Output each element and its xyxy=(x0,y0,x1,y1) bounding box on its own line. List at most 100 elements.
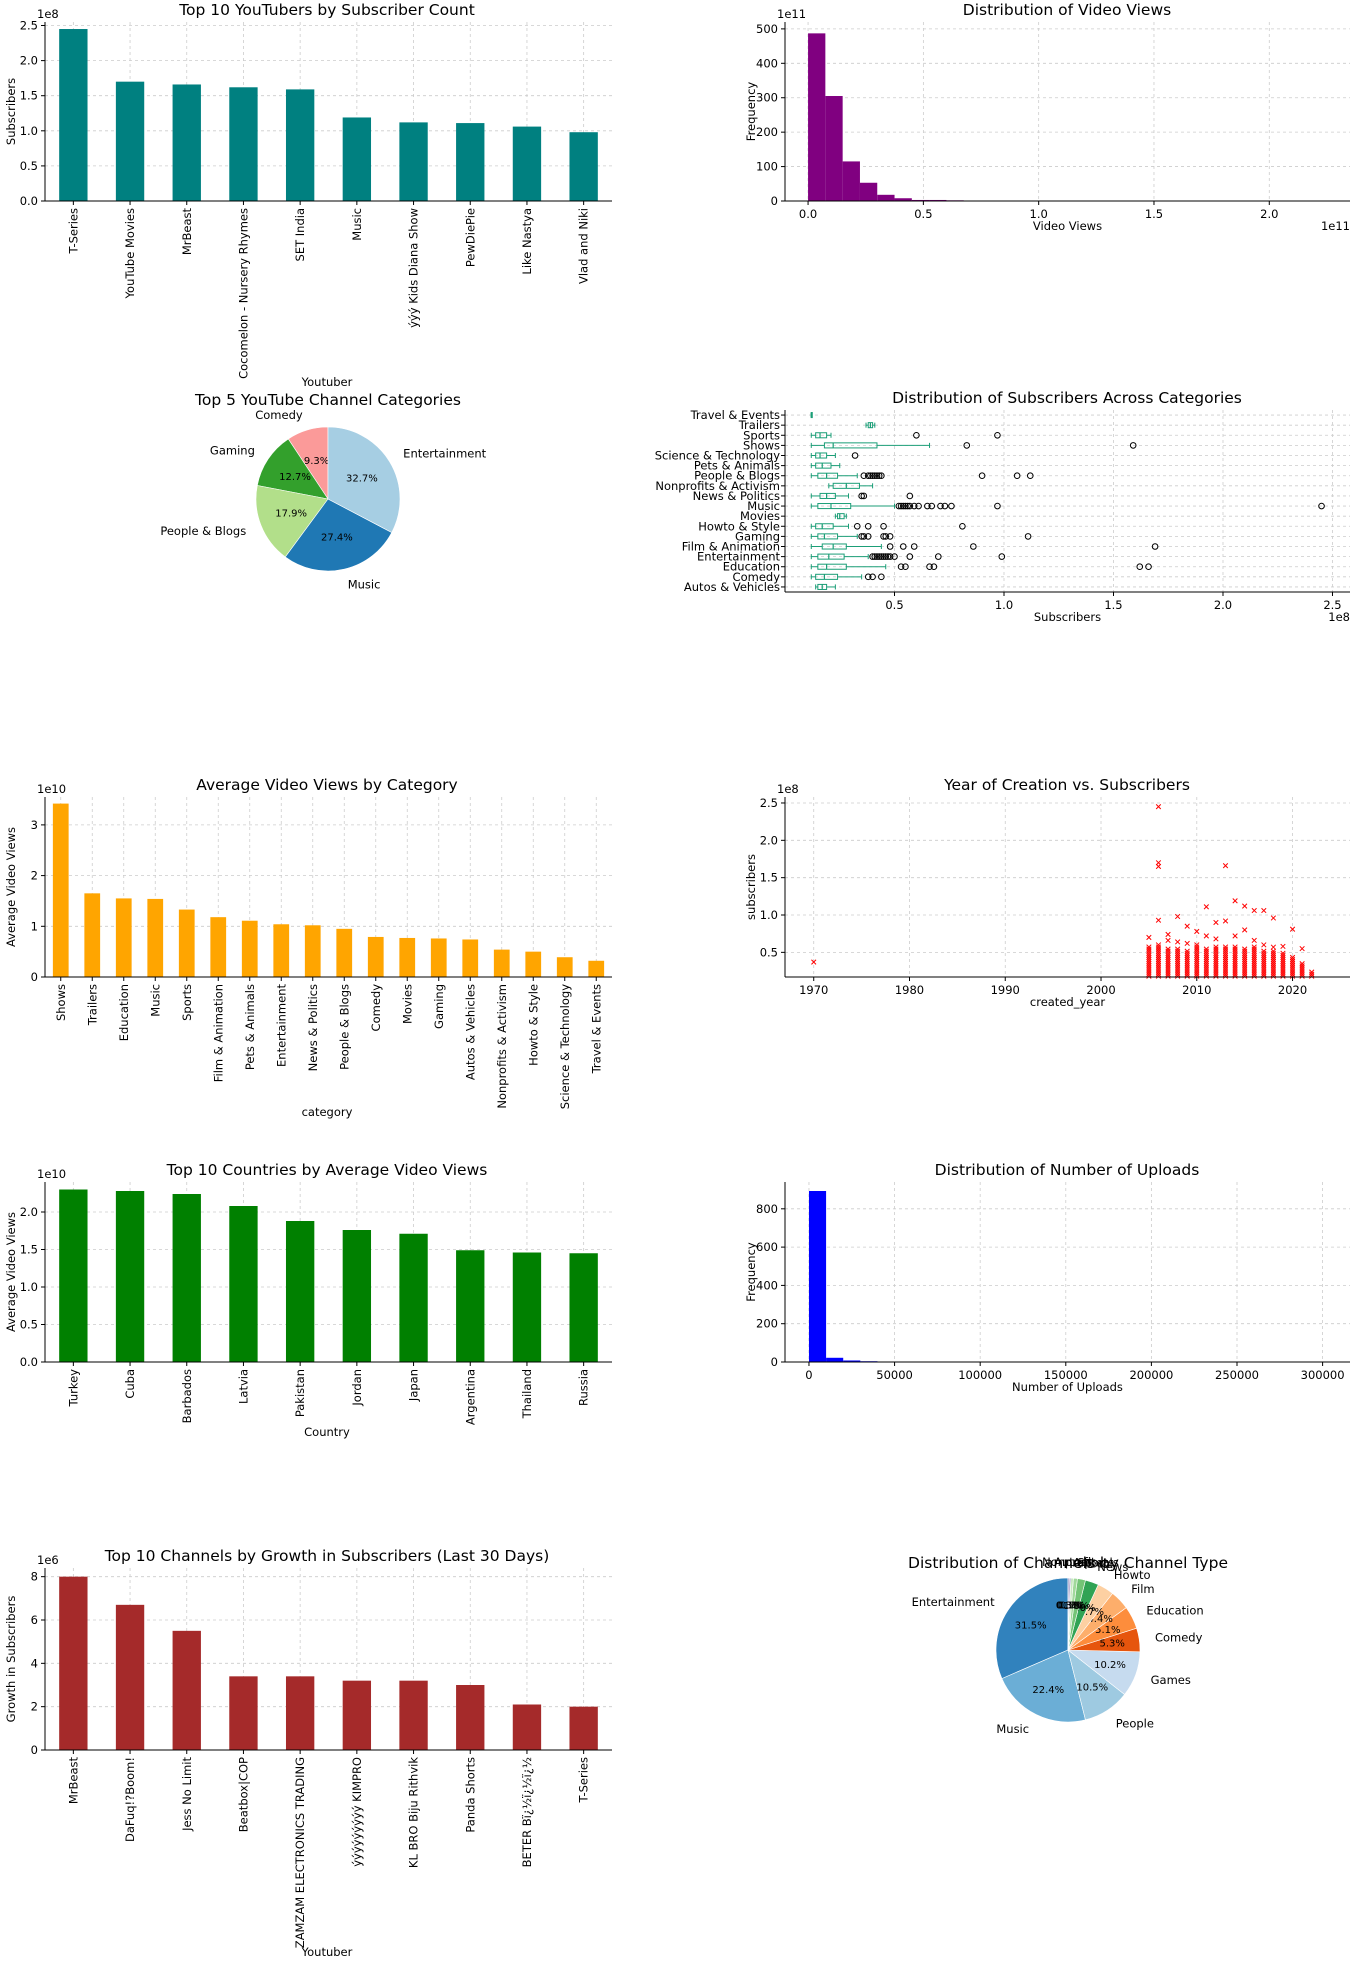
scatter-point xyxy=(1174,971,1181,977)
x-tick-label: Vlad and Niki xyxy=(577,208,591,284)
scatter-point xyxy=(1146,944,1152,950)
scatter-point xyxy=(1251,973,1257,979)
y-tick-label: Entertainment xyxy=(697,550,780,564)
scatter-point xyxy=(1289,965,1296,971)
box-body xyxy=(815,462,832,469)
pie-category-label: People xyxy=(1116,1717,1154,1731)
bar xyxy=(210,917,227,977)
box-outlier xyxy=(928,502,936,510)
x-axis-label: created_year xyxy=(1030,995,1105,1009)
chart-uploads_hist: 0 200 400 600 800 Frequency 0 50000 100000 150000… xyxy=(744,1161,1350,1394)
scatter-point xyxy=(1146,956,1152,963)
x-tick-label: Education xyxy=(117,984,131,1041)
box-outlier xyxy=(1151,543,1159,550)
box-body xyxy=(817,472,839,479)
scatter-point xyxy=(1280,971,1286,977)
scatter-point xyxy=(1222,944,1229,950)
scatter-point xyxy=(1222,971,1229,977)
bar xyxy=(115,1604,145,1750)
bar xyxy=(285,1221,315,1362)
scatter-point xyxy=(1155,973,1162,979)
pie-percent-label: 32.7% xyxy=(346,474,378,485)
bar xyxy=(399,122,428,201)
x-tick-label: Howto & Style xyxy=(526,984,540,1066)
scatter-point xyxy=(1270,965,1277,971)
scatter-point xyxy=(1155,956,1162,963)
pie-percent-label: 0.3% xyxy=(1057,1600,1082,1611)
scatter-point xyxy=(1261,942,1267,948)
box-outlier xyxy=(899,543,907,550)
scatter-point xyxy=(1261,961,1267,967)
scatter-point xyxy=(1280,965,1286,971)
scatter-point xyxy=(1289,971,1296,977)
scatter-point xyxy=(1146,967,1152,973)
scatter-point xyxy=(1242,946,1248,952)
scatter-point xyxy=(1146,965,1152,971)
y-tick-label: Shows xyxy=(743,438,780,452)
scatter-point xyxy=(1289,956,1296,963)
histogram-bar xyxy=(859,182,878,201)
x-tick-label: 1.0 xyxy=(995,598,1013,612)
y-tick-label: 1.5 xyxy=(760,871,778,885)
scatter-point xyxy=(1232,961,1238,967)
scatter-point xyxy=(1270,963,1277,969)
scatter-point xyxy=(1194,952,1200,958)
chart-title: Distribution of Video Views xyxy=(963,1,1171,19)
scatter-point xyxy=(1299,965,1305,971)
scatter-point xyxy=(1222,967,1229,973)
scatter-point xyxy=(1213,965,1219,971)
scatter-point xyxy=(1165,946,1171,952)
box-outlier xyxy=(904,502,911,510)
x-tick-label: 2020 xyxy=(1278,983,1307,997)
box-outlier xyxy=(878,573,885,581)
x-tick-label: Beatbox|COP xyxy=(236,1757,250,1832)
y-tick-label: News & Politics xyxy=(693,489,780,503)
box-outlier xyxy=(858,533,865,540)
x-axis-label: Youtuber xyxy=(301,1945,353,1959)
x-exponent-label: 1e11 xyxy=(1321,219,1350,233)
scatter-point xyxy=(1222,963,1229,969)
x-axis-label: Number of Uploads xyxy=(1012,1380,1123,1394)
box-outlier xyxy=(864,533,872,540)
scatter-point xyxy=(1194,961,1200,967)
scatter-point xyxy=(1242,971,1248,977)
y-tick-label: Sports xyxy=(743,428,780,442)
scatter-point xyxy=(1280,954,1286,961)
pie-percent-label: 22.4% xyxy=(1032,1685,1064,1696)
scatter-point xyxy=(1251,969,1257,975)
scatter-point xyxy=(1165,954,1171,961)
scatter-point xyxy=(1222,946,1229,952)
scatter-point xyxy=(1203,948,1210,954)
box-body xyxy=(823,442,878,449)
chart-growth_30_days: 0 2 4 6 8 1e6 Growth in Subscribers MrBeast DaFu… xyxy=(4,1547,612,1959)
scatter-point xyxy=(1184,950,1190,956)
box-outlier xyxy=(878,553,885,560)
histogram-bar xyxy=(808,1191,827,1362)
scatter-point xyxy=(1213,954,1219,961)
pie-category-label: Autos xyxy=(1054,1555,1087,1569)
bar xyxy=(456,123,485,201)
y-axis-label: Growth in Subscribers xyxy=(4,1596,18,1723)
pie-percent-label: 27.4% xyxy=(321,533,353,544)
box-outlier xyxy=(869,553,876,560)
scatter-point xyxy=(1270,973,1277,979)
scatter-point xyxy=(1289,963,1296,969)
box-outlier xyxy=(864,573,872,581)
scatter-point xyxy=(1155,952,1162,958)
scatter-point xyxy=(1289,926,1296,932)
scatter-point xyxy=(1213,936,1219,942)
x-tick-label: 250000 xyxy=(1215,1368,1259,1382)
y-tick-label: 500 xyxy=(756,22,778,36)
scatter-point xyxy=(1174,913,1181,920)
scatter-point xyxy=(1213,973,1219,979)
x-tick-label: 0.0 xyxy=(799,207,817,221)
scatter-point xyxy=(1165,956,1171,963)
pie-percent-label: 0.9% xyxy=(1060,1601,1085,1612)
scatter-point xyxy=(1251,958,1257,965)
scatter-point xyxy=(1232,950,1238,956)
scatter-point xyxy=(1165,948,1171,954)
scatter-point xyxy=(1242,927,1248,933)
bar xyxy=(462,939,479,977)
histogram-bar xyxy=(826,1357,844,1362)
